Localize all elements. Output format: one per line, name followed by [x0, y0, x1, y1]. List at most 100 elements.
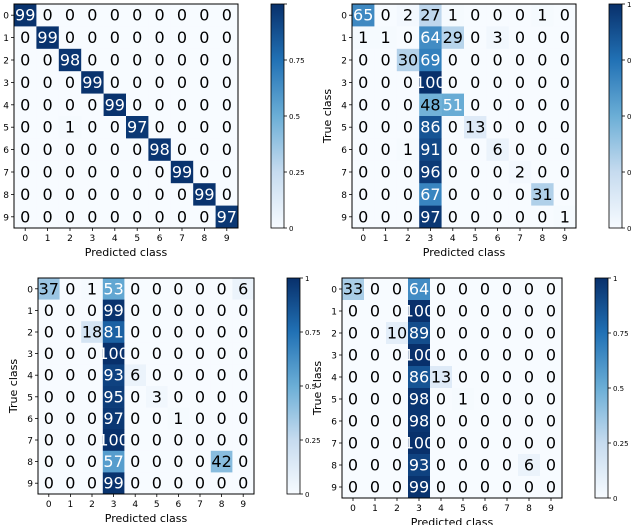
cell-value-label: 0	[222, 51, 232, 70]
cell-value-label: 0	[173, 452, 183, 471]
heatmap-cell	[508, 138, 532, 162]
heatmap-cell	[531, 48, 554, 72]
cell-value-label: 0	[65, 431, 75, 450]
cell-value-label: 0	[173, 431, 183, 450]
heatmap-cell	[146, 386, 168, 408]
heatmap-cell	[189, 364, 212, 387]
colorbar-tick-label: 0	[289, 225, 293, 233]
heatmap-cell	[232, 429, 255, 452]
heatmap-cell	[496, 454, 519, 477]
heatmap-cell	[508, 71, 532, 94]
heatmap-cell	[474, 300, 497, 323]
cell-value-label: 86	[420, 118, 440, 137]
cell-value-label: 0	[458, 368, 468, 387]
heatmap-cell	[441, 116, 465, 139]
heatmap-cell	[38, 364, 60, 387]
heatmap-cell	[215, 71, 239, 94]
cell-value-label: 0	[195, 279, 205, 298]
heatmap-cell	[396, 93, 420, 117]
cell-value-label: 0	[502, 302, 512, 321]
heatmap-cell	[374, 71, 398, 94]
cell-value-label: 0	[222, 118, 232, 137]
cell-value-label: 0	[238, 366, 248, 385]
heatmap-cell	[126, 71, 149, 94]
heatmap-cell	[430, 410, 453, 433]
heatmap-cell	[486, 138, 510, 162]
heatmap-cell	[352, 4, 375, 27]
heatmap-cell	[126, 183, 149, 206]
heatmap-cell	[148, 93, 172, 117]
cell-value-label: 0	[370, 412, 380, 431]
y-tick-label: 5	[331, 396, 337, 406]
cell-value-label: 0	[560, 140, 570, 159]
heatmap-cell	[419, 4, 442, 27]
cell-value-label: 0	[44, 474, 54, 493]
cell-value-label: 0	[493, 118, 503, 137]
heatmap-cell	[419, 93, 442, 117]
colorbar-tick-label: 0	[305, 491, 309, 499]
heatmap-cell	[232, 472, 255, 495]
cell-value-label: 0	[65, 185, 75, 204]
cell-value-label: 91	[420, 140, 440, 159]
heatmap-cell	[232, 450, 255, 473]
cell-value-label: 0	[65, 6, 75, 25]
cell-value-label: 48	[420, 95, 440, 114]
heatmap-cell	[464, 116, 487, 139]
cell-value-label: 0	[358, 207, 368, 226]
heatmap-cell	[14, 26, 37, 50]
y-axis-label: True class	[321, 89, 334, 144]
cell-value-label: 0	[381, 95, 391, 114]
cell-value-label: 0	[132, 163, 142, 182]
cell-value-label: 0	[448, 118, 458, 137]
cell-value-label: 0	[65, 387, 75, 406]
heatmap-cell	[486, 183, 510, 206]
heatmap-cell	[508, 93, 532, 117]
heatmap-cell	[81, 407, 104, 430]
x-axis-label: Predicted class	[411, 516, 494, 525]
cell-value-label: 0	[155, 163, 165, 182]
heatmap-cell	[364, 476, 387, 499]
cell-value-label: 0	[155, 28, 165, 47]
cell-value-label: 0	[403, 95, 413, 114]
cell-value-label: 0	[448, 163, 458, 182]
cell-value-label: 0	[560, 6, 570, 25]
cell-value-label: 0	[448, 207, 458, 226]
cell-value-label: 0	[155, 51, 165, 70]
heatmap-cell	[189, 321, 212, 344]
cell-value-label: 0	[87, 118, 97, 137]
colorbar-tick-label: 1	[305, 275, 309, 283]
cell-value-label: 0	[480, 346, 490, 365]
cell-value-label: 0	[44, 409, 54, 428]
heatmap-cell	[342, 476, 365, 499]
heatmap-cell	[553, 26, 577, 50]
cell-value-label: 0	[87, 51, 97, 70]
cell-value-label: 0	[392, 412, 402, 431]
colorbar-tick-label: 1	[627, 1, 631, 9]
x-tick-label: 3	[90, 234, 96, 244]
heatmap-cell	[419, 138, 442, 162]
cell-value-label: 0	[177, 6, 187, 25]
heatmap-cell	[452, 344, 475, 367]
cell-value-label: 0	[65, 409, 75, 428]
cell-value-label: 10	[387, 324, 407, 343]
heatmap-cell	[441, 26, 465, 50]
x-tick-label: 9	[562, 234, 568, 244]
cell-value-label: 0	[348, 434, 358, 453]
cell-value-label: 0	[177, 28, 187, 47]
heatmap-cell	[81, 160, 104, 184]
heatmap-cell	[126, 116, 149, 139]
cell-value-label: 0	[537, 28, 547, 47]
cell-value-label: 0	[20, 73, 30, 92]
cell-value-label: 0	[348, 346, 358, 365]
cell-value-label: 57	[103, 452, 123, 471]
heatmap-cell	[474, 454, 497, 477]
cell-value-label: 0	[480, 456, 490, 475]
cell-value-label: 0	[87, 452, 97, 471]
cell-value-label: 0	[65, 207, 75, 226]
heatmap-cell	[103, 138, 127, 162]
cell-value-label: 0	[87, 301, 97, 320]
heatmap-cell	[59, 386, 82, 408]
cell-value-label: 18	[82, 323, 102, 342]
cell-value-label: 0	[152, 452, 162, 471]
heatmap-cell	[452, 322, 475, 345]
